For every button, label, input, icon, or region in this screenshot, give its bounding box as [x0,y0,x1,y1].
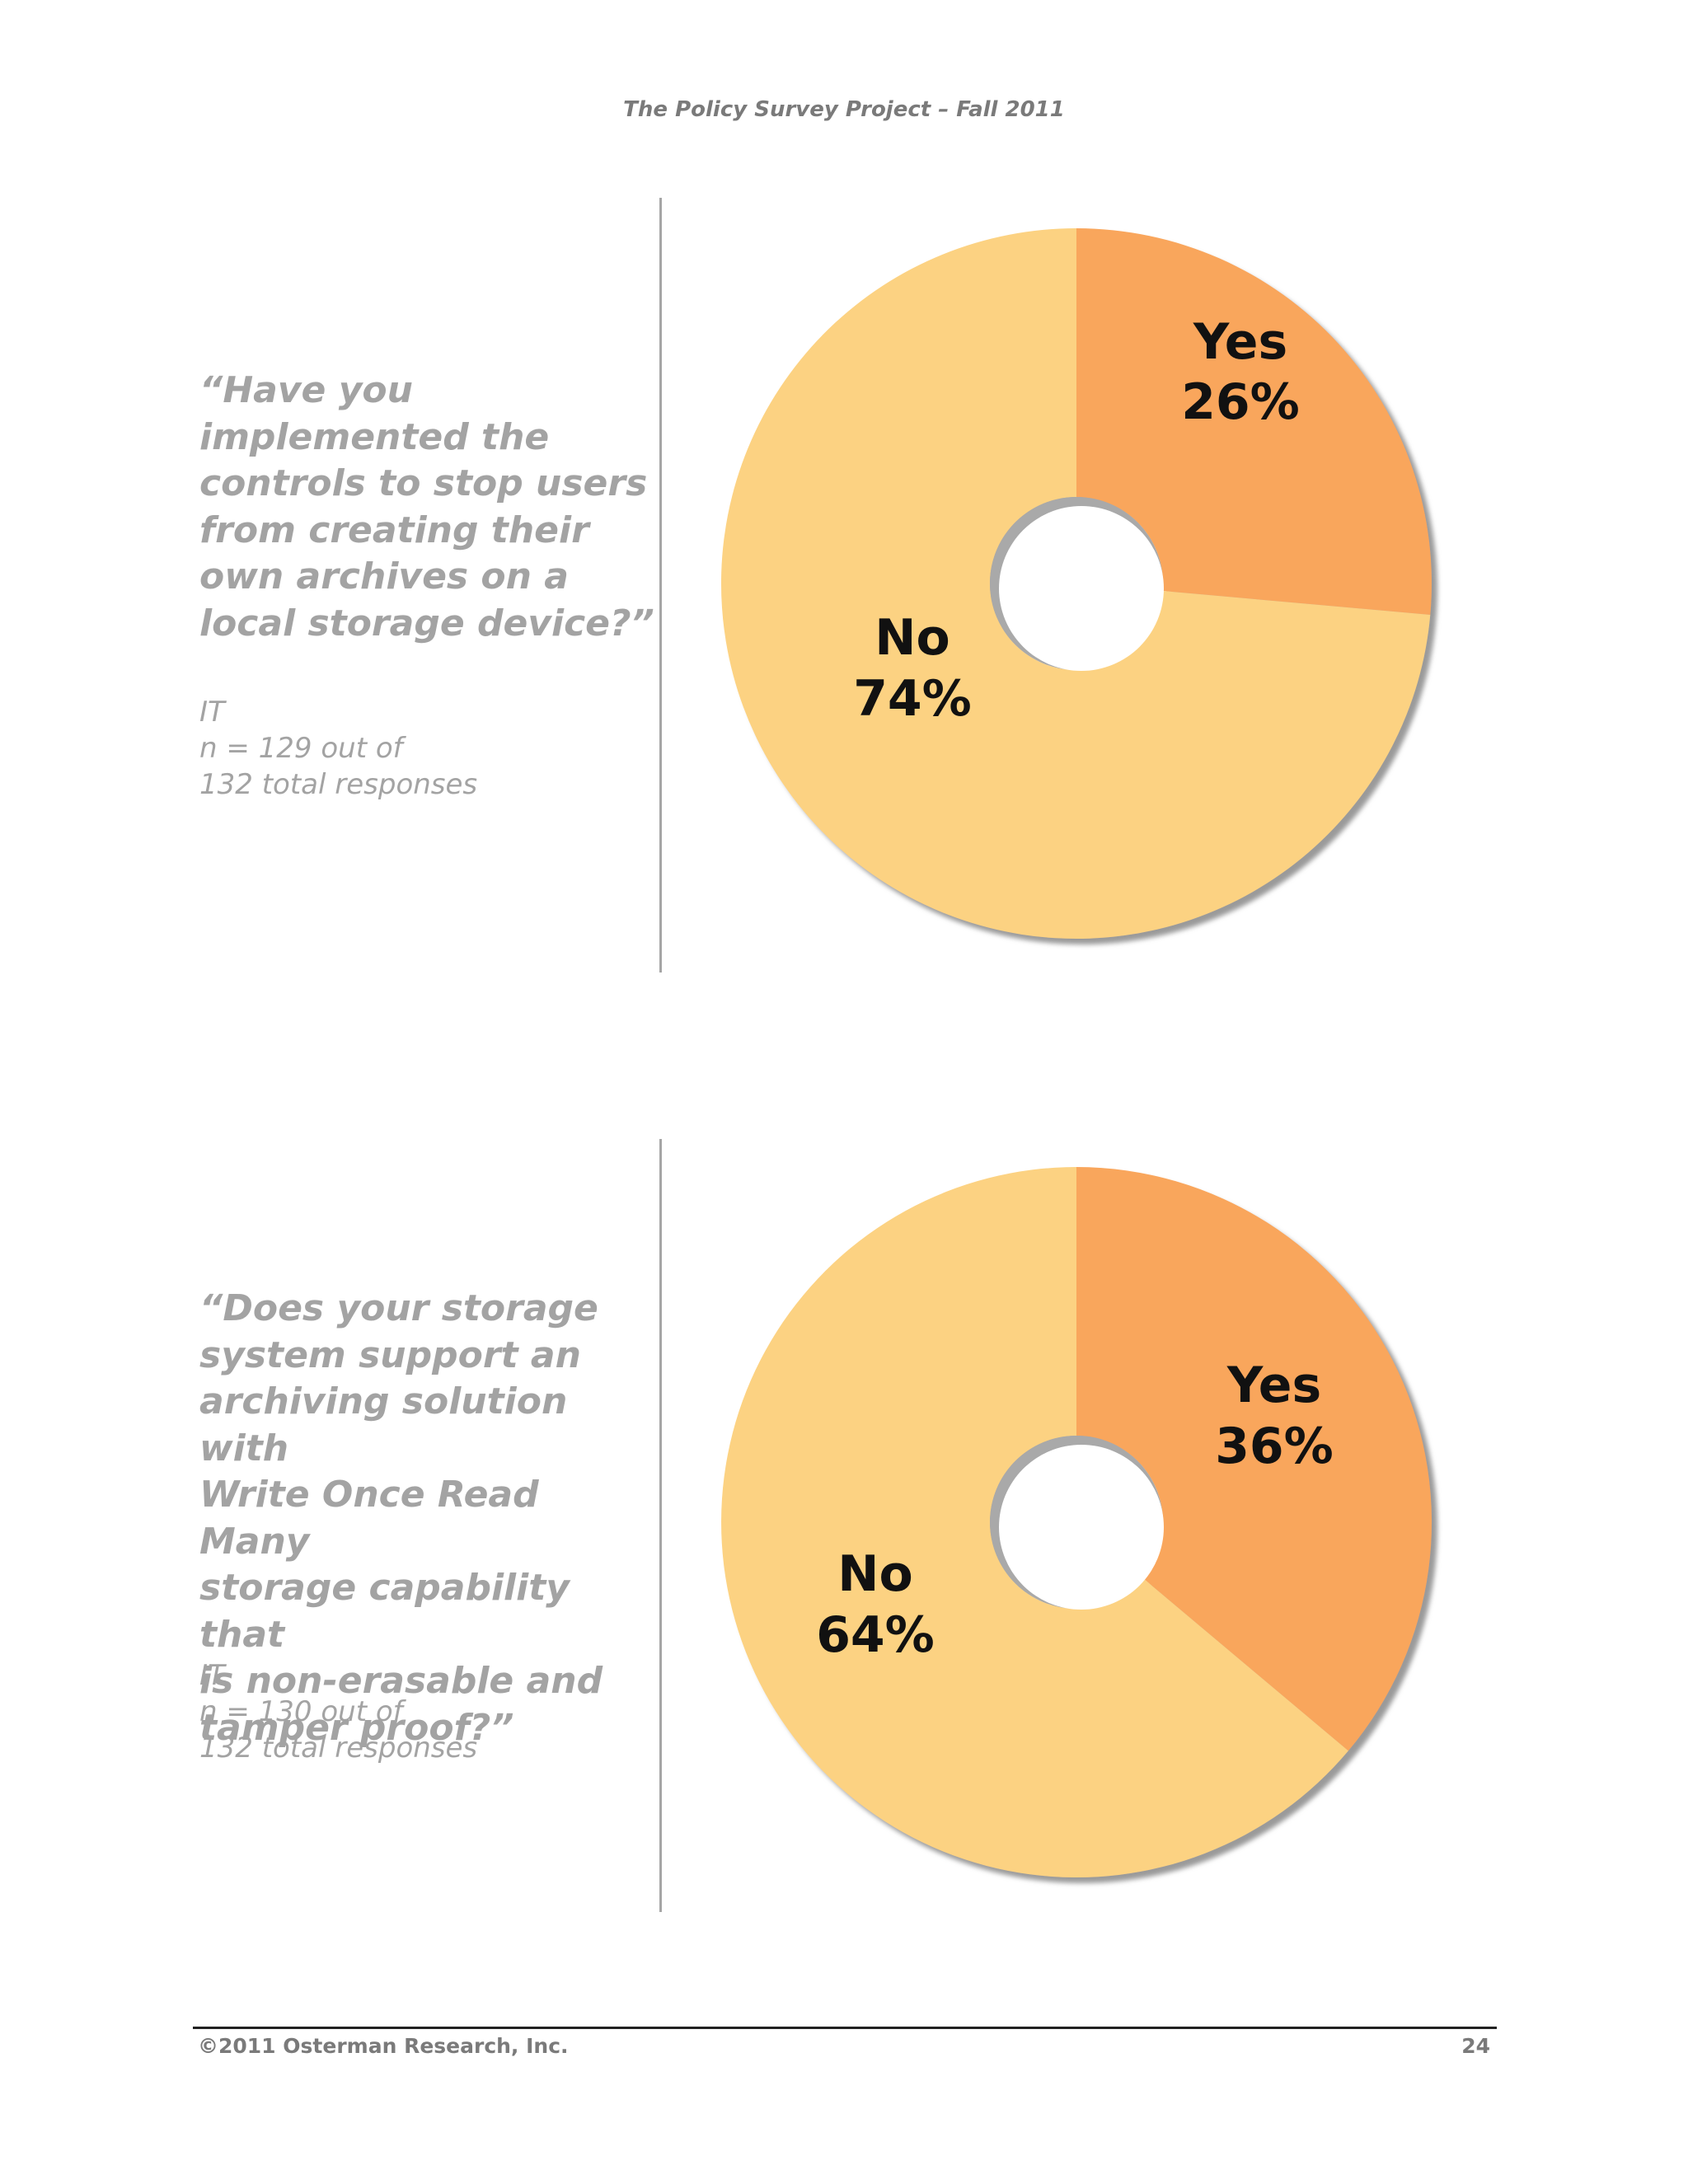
value-no: 64% [816,1606,935,1664]
question-line: system support an [199,1333,581,1376]
question-line: local storage device?” [199,602,654,644]
question-line: “Have you [199,369,413,411]
sample-info: IT n = 129 out of 132 total responses [199,694,645,803]
sample-size: n = 129 out of [199,732,403,765]
value-yes: 36% [1215,1418,1334,1475]
question-text: “Have you implemented the controls to st… [199,368,661,647]
slice-no [721,1167,1348,1877]
question-line: Write Once Read Many [199,1474,539,1563]
donut-chart-2: Yes 36% No 64% [692,1126,1484,1917]
value-no: 74% [853,670,972,728]
question-line: “Does your storage [199,1287,598,1329]
sample-info: IT n = 130 out of 132 total responses [199,1657,645,1766]
page-number: 24 [1461,2034,1490,2058]
question-line: tamper proof?” [199,1706,514,1749]
question-text: “Does your storage system support an arc… [199,1286,661,1751]
slice-yes [1076,1167,1432,1751]
value-yes: 26% [1181,373,1300,431]
running-header: The Policy Survey Project – Fall 2011 [623,97,1065,122]
footer-rule [193,2027,1497,2029]
sample-size: n = 130 out of [199,1695,403,1728]
label-yes: Yes [1226,1357,1321,1414]
label-yes: Yes [1193,313,1287,371]
label-no: No [874,609,950,667]
slice-no [720,228,1431,939]
respondent-group: IT [199,1659,225,1692]
copyright: ©2011 Osterman Research, Inc. [198,2034,569,2058]
question-line: is non-erasable and [199,1660,603,1702]
question-line: from creating their [199,509,589,551]
donut-chart-1: Yes 26% No 74% [692,188,1484,979]
donut-hole [999,1445,1164,1610]
question-line: implemented the [199,415,550,458]
question-line: controls to stop users [199,462,648,504]
question-line: archiving solution with [199,1380,568,1469]
donut-chart-svg: Yes 26% No 74% [720,228,1432,939]
vertical-divider [659,1139,662,1912]
label-no: No [837,1545,912,1603]
donut-chart-svg: Yes 36% No 64% [721,1167,1432,1877]
total-responses: 132 total responses [199,768,478,801]
vertical-divider [659,198,662,972]
total-responses: 132 total responses [199,1732,478,1765]
respondent-group: IT [199,696,225,729]
slice-yes [1076,228,1432,615]
question-line: storage capability that [199,1567,570,1656]
donut-hole [999,506,1164,671]
question-line: own archives on a [199,555,569,598]
